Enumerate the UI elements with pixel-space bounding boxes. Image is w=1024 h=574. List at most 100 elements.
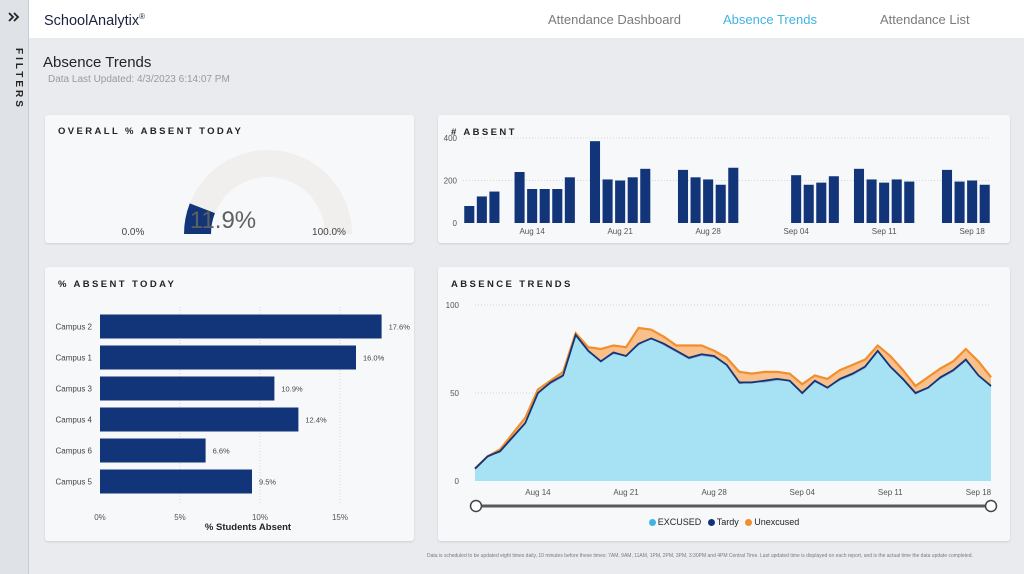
campus-value-label: 9.5% bbox=[259, 478, 276, 487]
campus-absent-chart: % ABSENT TODAY % Students Absent 0% 5% 10%… bbox=[56, 279, 411, 533]
slider-start-handle[interactable] bbox=[469, 499, 483, 513]
date-range-slider[interactable] bbox=[469, 499, 998, 513]
absent-count-card: # ABSENT 0 200 400 Aug 14 Aug 21 Aug 28 Sep 04… bbox=[438, 115, 1010, 243]
trend-x-tick: Sep 04 bbox=[790, 488, 816, 497]
absent-y-tick: 0 bbox=[453, 219, 458, 228]
campus-absent-card: % ABSENT TODAY % Students Absent 0% 5% 10%… bbox=[45, 267, 414, 541]
campus-value-label: 16.0% bbox=[363, 354, 385, 363]
absent-bar bbox=[602, 179, 613, 223]
campus-category-label: Campus 2 bbox=[56, 323, 93, 332]
gauge-min-label: 0.0% bbox=[122, 227, 145, 238]
nav-attendance-dashboard[interactable]: Attendance Dashboard bbox=[548, 12, 681, 27]
absent-bar bbox=[967, 180, 978, 223]
trend-x-tick: Aug 14 bbox=[525, 488, 551, 497]
campus-value-label: 6.6% bbox=[213, 447, 230, 456]
legend-unexcused-dot bbox=[745, 518, 753, 526]
campus-category-label: Campus 4 bbox=[56, 416, 93, 425]
absent-bar bbox=[514, 172, 525, 223]
campus-value-label: 10.9% bbox=[281, 385, 303, 394]
filters-label[interactable]: FILTERS bbox=[13, 48, 24, 110]
campus-x-tick: 15% bbox=[332, 513, 348, 522]
absent-bar bbox=[853, 168, 865, 223]
absent-bar bbox=[627, 177, 638, 223]
legend-excused[interactable]: EXCUSED bbox=[648, 517, 701, 527]
campus-category-label: Campus 1 bbox=[56, 354, 93, 363]
trend-y-tick: 100 bbox=[446, 301, 460, 310]
excused-area bbox=[475, 336, 991, 481]
absent-x-tick: Sep 04 bbox=[783, 227, 809, 236]
legend-excused-dot bbox=[648, 518, 656, 526]
absence-trends-card: ABSENCE TRENDS 0 50 100 Aug 14 Aug 21 Aug 28 S… bbox=[438, 267, 1010, 541]
gauge-value: 11.9% bbox=[190, 207, 256, 234]
overall-absent-card: OVERALL % ABSENT TODAY 11.9% 0.0% 100.0% bbox=[45, 115, 414, 243]
filters-pane[interactable]: FILTERS bbox=[0, 0, 29, 574]
absent-count-chart: # ABSENT 0 200 400 Aug 14 Aug 21 Aug 28 Sep 04… bbox=[444, 127, 991, 236]
absent-bar bbox=[552, 189, 563, 223]
nav-absence-trends[interactable]: Absence Trends bbox=[723, 12, 817, 27]
campus-bar bbox=[100, 469, 252, 494]
page-title: Absence Trends bbox=[43, 54, 152, 71]
absent-bar bbox=[803, 184, 814, 223]
absent-count-title: # ABSENT bbox=[451, 127, 517, 138]
campus-x-tick: 5% bbox=[174, 513, 186, 522]
campus-value-label: 12.4% bbox=[305, 416, 327, 425]
absent-bar bbox=[677, 169, 689, 223]
data-updated-timestamp: Data Last Updated: 4/3/2023 6:14:07 PM bbox=[48, 74, 230, 85]
absent-bar bbox=[879, 182, 890, 223]
absent-bar bbox=[690, 177, 701, 223]
absent-bar bbox=[539, 189, 550, 223]
campus-x-tick: 0% bbox=[94, 513, 106, 522]
brand-logo: SchoolAnalytix® bbox=[44, 12, 146, 29]
gauge-track bbox=[184, 150, 352, 234]
campus-bar bbox=[100, 438, 206, 463]
absent-bar bbox=[476, 196, 487, 223]
absent-bar bbox=[891, 179, 902, 223]
absent-bar bbox=[489, 191, 500, 223]
nav-attendance-list[interactable]: Attendance List bbox=[880, 12, 970, 27]
trend-x-tick: Sep 11 bbox=[878, 488, 903, 497]
gauge-title: OVERALL % ABSENT TODAY bbox=[58, 126, 244, 137]
absent-bar bbox=[564, 177, 575, 223]
campus-x-tick: 10% bbox=[252, 513, 268, 522]
gauge-max-label: 100.0% bbox=[312, 227, 346, 238]
trend-y-tick: 50 bbox=[450, 389, 459, 398]
trend-x-tick: Aug 21 bbox=[613, 488, 639, 497]
legend-tardy-dot bbox=[707, 518, 715, 526]
trends-chart-title: ABSENCE TRENDS bbox=[451, 279, 573, 290]
footnote: Data is scheduled to be updated eight ti… bbox=[427, 553, 973, 559]
slider-end-handle[interactable] bbox=[984, 499, 998, 513]
campus-bar bbox=[100, 407, 299, 432]
absent-bar bbox=[979, 184, 990, 223]
absent-x-tick: Aug 21 bbox=[607, 227, 633, 236]
absent-x-tick: Aug 28 bbox=[695, 227, 721, 236]
expand-filters-icon[interactable] bbox=[7, 10, 21, 24]
trend-y-tick: 0 bbox=[455, 477, 460, 486]
legend-unexcused[interactable]: Unexcused bbox=[745, 517, 799, 527]
unexcused-area bbox=[475, 327, 991, 469]
absent-bar bbox=[866, 179, 877, 223]
absent-bar bbox=[589, 141, 601, 223]
absent-bar bbox=[615, 180, 626, 223]
absent-bar bbox=[904, 181, 915, 223]
absent-bar bbox=[715, 184, 726, 223]
absent-bar bbox=[640, 168, 651, 223]
legend-tardy[interactable]: Tardy bbox=[707, 517, 739, 527]
absent-bar bbox=[816, 182, 827, 223]
trends-legend: EXCUSED Tardy Unexcused bbox=[438, 517, 1010, 527]
unexcused-line bbox=[474, 326, 992, 470]
trend-x-tick: Sep 18 bbox=[966, 488, 992, 497]
campus-bar bbox=[100, 314, 382, 339]
top-bar: SchoolAnalytix® Attendance Dashboard Abs… bbox=[29, 0, 1024, 38]
gauge-chart: 11.9% 0.0% 100.0% bbox=[122, 150, 352, 238]
absence-trends-chart: ABSENCE TRENDS 0 50 100 Aug 14 Aug 21 Aug 28 S… bbox=[446, 279, 998, 513]
absent-bar bbox=[791, 175, 802, 223]
campus-value-label: 17.6% bbox=[389, 323, 411, 332]
absent-x-tick: Sep 18 bbox=[959, 227, 985, 236]
absent-x-tick: Sep 11 bbox=[872, 227, 897, 236]
absent-bar bbox=[828, 176, 839, 223]
absent-bar bbox=[464, 206, 475, 223]
absent-bar bbox=[728, 167, 739, 223]
trend-x-tick: Aug 28 bbox=[701, 488, 727, 497]
campus-chart-title: % ABSENT TODAY bbox=[58, 279, 176, 290]
absent-bar bbox=[954, 181, 965, 223]
